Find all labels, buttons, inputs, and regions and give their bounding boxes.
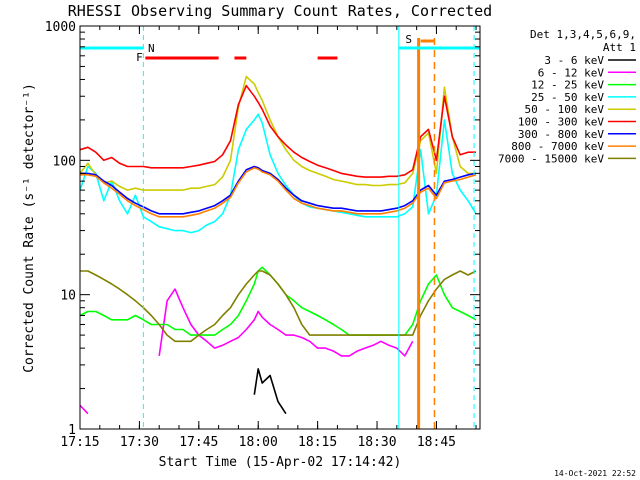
x-axis-label: Start Time (15-Apr-02 17:14:42) (159, 455, 402, 470)
series-line-6 (80, 165, 477, 215)
legend-entry-1: 6 - 12 keV (538, 66, 605, 79)
legend-header-line-2: Att 1 (603, 41, 636, 54)
series-line-1 (79, 288, 414, 415)
y-tick-label-2: 100 (53, 154, 76, 169)
x-tick-label-2: 17:45 (179, 435, 218, 450)
marker-layer: NF S (80, 26, 480, 429)
annotation-F: F (136, 51, 143, 64)
legend-entry-6: 300 - 800 keV (518, 128, 604, 141)
x-tick-label-1: 17:30 (120, 435, 159, 450)
y-tick-label-3: 1000 (45, 20, 76, 35)
x-axis: 17:15 17:30 17:45 18:00 18:15 18:30 18:45 (60, 26, 477, 450)
series-line-3 (79, 113, 477, 234)
x-tick-label-0: 17:15 (60, 435, 99, 450)
timestamp: 14-Oct-2021 22:52 (554, 469, 636, 478)
series-line-7 (80, 167, 477, 218)
legend-entry-4: 50 - 100 keV (525, 103, 605, 116)
legend-entry-3: 25 - 50 keV (531, 91, 604, 104)
annotation-S: S (405, 33, 412, 46)
x-tick-label-4: 18:15 (298, 435, 337, 450)
series-line-0 (253, 368, 287, 415)
legend-entry-5: 100 - 300 keV (518, 116, 604, 129)
series-line-4 (79, 75, 476, 191)
legend-entry-2: 12 - 25 keV (531, 79, 604, 92)
x-tick-label-6: 18:45 (417, 435, 456, 450)
x-tick-label-3: 18:00 (239, 435, 278, 450)
x-tick-label-5: 18:30 (357, 435, 396, 450)
legend-header-line-1: Det 1,3,4,5,6,9, (530, 28, 636, 41)
series-layer (79, 75, 477, 415)
series-line-8 (80, 270, 477, 343)
legend-entry-8: 7000 - 15000 keV (498, 152, 604, 165)
annotation-N: N (148, 42, 155, 55)
legend-entry-0: 3 - 6 keV (544, 54, 604, 67)
y-tick-label-0: 1 (68, 423, 76, 438)
series-line-5 (79, 84, 476, 178)
chart-title: RHESSI Observing Summary Count Rates, Co… (68, 2, 492, 20)
y-tick-label-1: 10 (60, 289, 76, 304)
y-axis: 1 10 100 1000 (45, 20, 480, 438)
legend-entry-7: 800 - 7000 keV (511, 140, 604, 153)
plot-frame (79, 25, 481, 430)
y-axis-label: Corrected Count Rate (s⁻¹ detector⁻¹) (22, 83, 37, 373)
